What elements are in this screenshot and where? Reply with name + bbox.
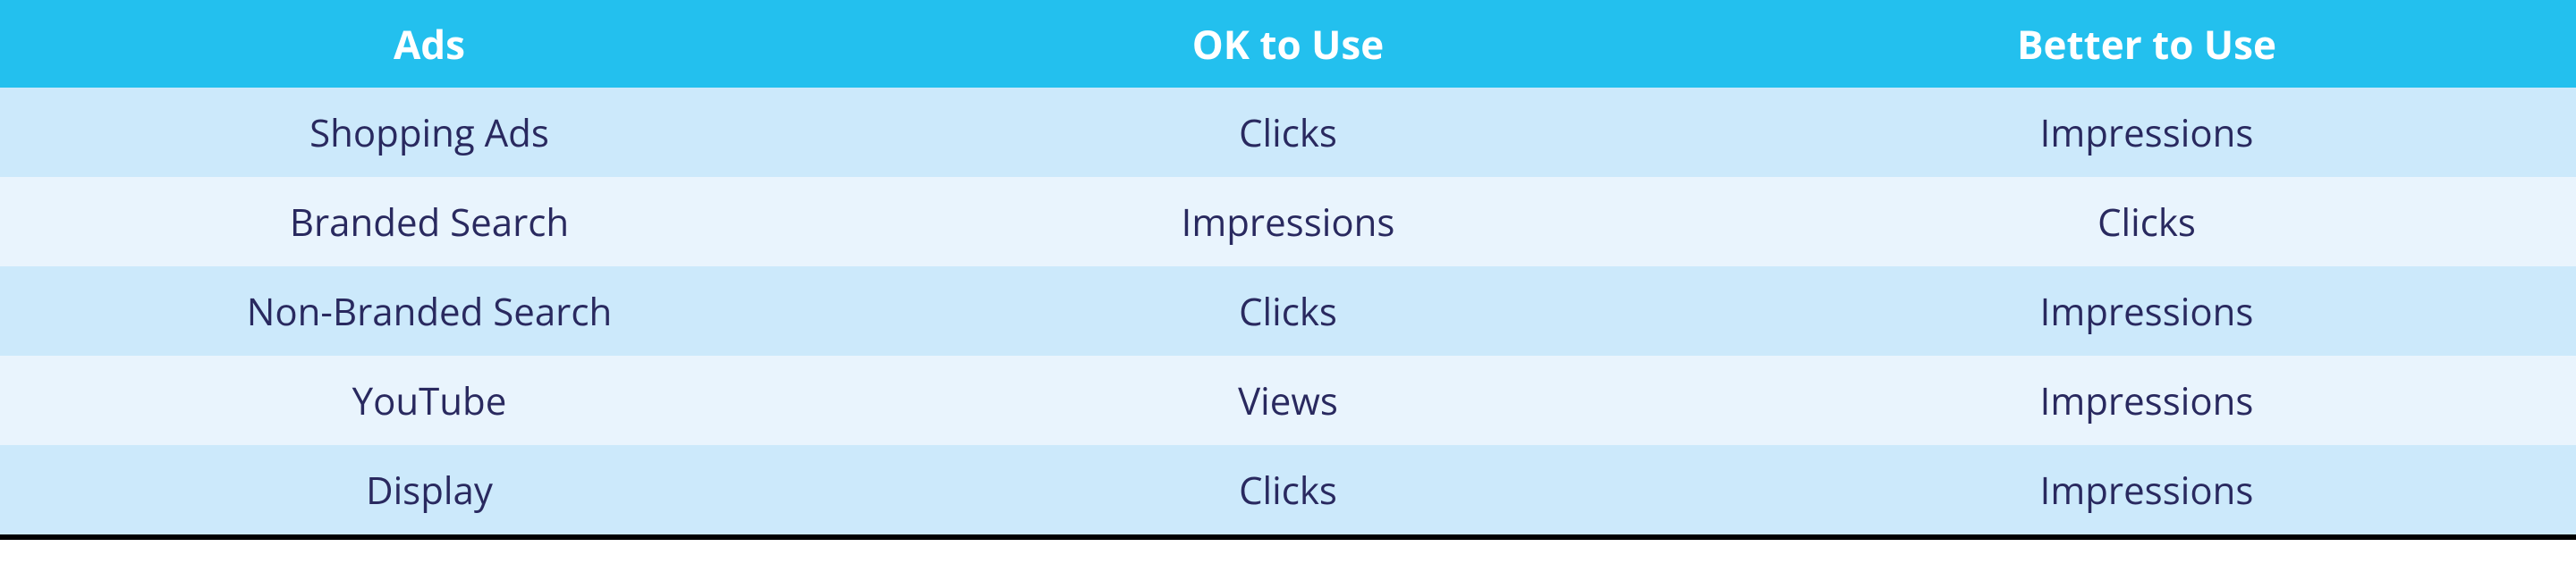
cell-ok: Impressions bbox=[859, 177, 1717, 266]
table-row: Non-Branded Search Clicks Impressions bbox=[0, 266, 2576, 356]
cell-ok: Clicks bbox=[859, 266, 1717, 356]
cell-ads: Display bbox=[0, 445, 859, 534]
cell-ok: Views bbox=[859, 356, 1717, 445]
table-row: YouTube Views Impressions bbox=[0, 356, 2576, 445]
cell-ads: Branded Search bbox=[0, 177, 859, 266]
col-header-ads: Ads bbox=[0, 0, 859, 88]
cell-ok: Clicks bbox=[859, 445, 1717, 534]
cell-ads: YouTube bbox=[0, 356, 859, 445]
col-header-ok: OK to Use bbox=[859, 0, 1717, 88]
table-container: Ads OK to Use Better to Use Shopping Ads… bbox=[0, 0, 2576, 540]
cell-ads: Non-Branded Search bbox=[0, 266, 859, 356]
cell-better: Impressions bbox=[1717, 445, 2576, 534]
cell-ads: Shopping Ads bbox=[0, 88, 859, 177]
cell-better: Impressions bbox=[1717, 88, 2576, 177]
cell-ok: Clicks bbox=[859, 88, 1717, 177]
table-header-row: Ads OK to Use Better to Use bbox=[0, 0, 2576, 88]
cell-better: Impressions bbox=[1717, 356, 2576, 445]
table-row: Shopping Ads Clicks Impressions bbox=[0, 88, 2576, 177]
cell-better: Clicks bbox=[1717, 177, 2576, 266]
ads-metrics-table: Ads OK to Use Better to Use Shopping Ads… bbox=[0, 0, 2576, 534]
col-header-better: Better to Use bbox=[1717, 0, 2576, 88]
table-row: Branded Search Impressions Clicks bbox=[0, 177, 2576, 266]
bottom-rule bbox=[0, 534, 2576, 540]
cell-better: Impressions bbox=[1717, 266, 2576, 356]
table-row: Display Clicks Impressions bbox=[0, 445, 2576, 534]
